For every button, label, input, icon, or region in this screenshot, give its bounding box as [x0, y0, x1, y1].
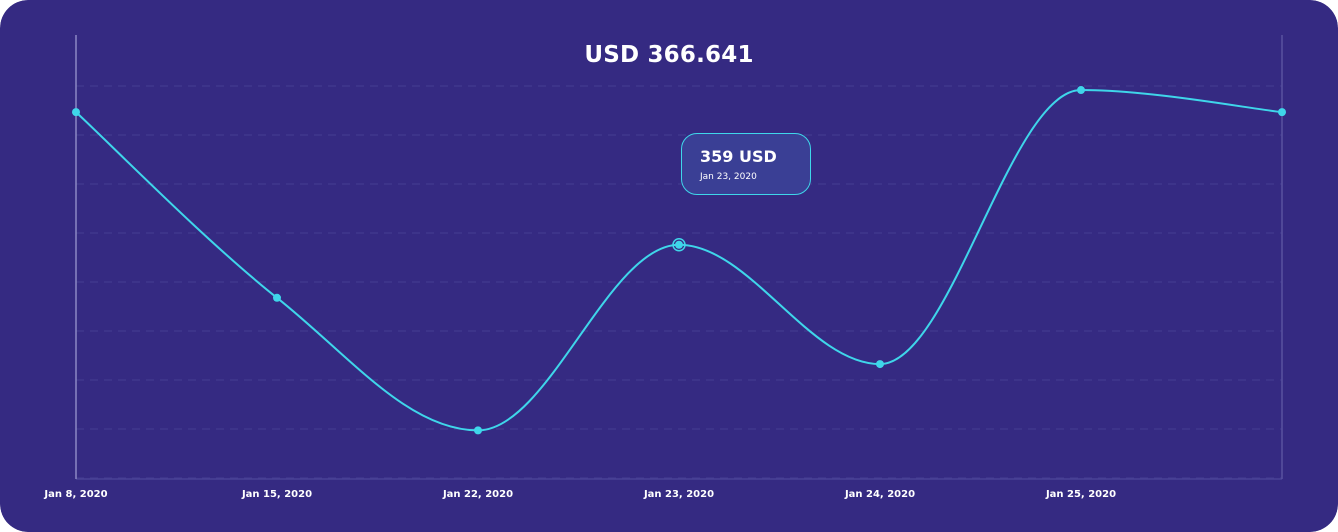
x-tick-label: Jan 24, 2020: [844, 489, 916, 500]
data-point: [72, 108, 80, 117]
x-tick-label: Jan 8, 2020: [44, 489, 108, 500]
data-point: [1278, 108, 1286, 117]
x-tick-label: Jan 15, 2020: [241, 489, 313, 500]
highlighted-point-ring: [672, 237, 686, 252]
data-point: [1077, 86, 1085, 95]
tooltip-date: Jan 23, 2020: [700, 172, 757, 182]
x-tick-label: Jan 25, 2020: [1045, 489, 1117, 500]
chart-title: USD 366.641: [584, 42, 754, 68]
data-point: [474, 426, 482, 435]
data-point: [273, 293, 281, 302]
x-tick-label: Jan 22, 2020: [442, 489, 514, 500]
highlighted-data-point: [675, 240, 683, 249]
data-point: [876, 360, 884, 369]
data-tooltip: 359 USD Jan 23, 2020: [681, 133, 811, 195]
x-tick-label: Jan 23, 2020: [643, 489, 715, 500]
tooltip-value: 359 USD: [700, 147, 777, 166]
